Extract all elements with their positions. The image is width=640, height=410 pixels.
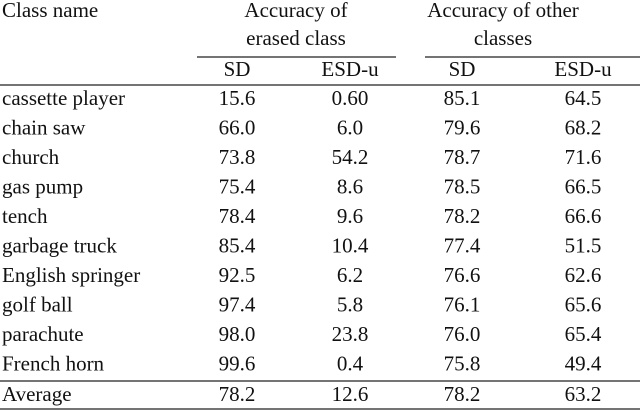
class-cell: chain saw	[2, 115, 86, 139]
value-cell: 85.4	[219, 233, 256, 257]
value-cell: 66.6	[565, 204, 602, 228]
value-cell: 78.5	[444, 174, 481, 198]
column-header: ESD-u	[554, 57, 612, 81]
value-cell: 54.2	[332, 145, 369, 169]
value-cell: 77.4	[444, 233, 481, 257]
class-cell: tench	[2, 204, 48, 228]
group-header: Accuracy of other	[427, 0, 579, 22]
value-cell: 0.4	[337, 351, 364, 375]
column-header: SD	[224, 57, 251, 81]
group-header: erased class	[246, 26, 346, 50]
group-header: classes	[474, 26, 532, 50]
value-cell: 8.6	[337, 174, 363, 198]
value-cell: 9.6	[337, 204, 363, 228]
value-cell: 12.6	[332, 382, 369, 406]
value-cell: 62.6	[565, 263, 602, 287]
value-cell: 76.0	[444, 322, 481, 346]
value-cell: 71.6	[565, 145, 602, 169]
value-cell: 79.6	[444, 115, 481, 139]
group-header: Accuracy of	[244, 0, 347, 22]
value-cell: 66.5	[565, 174, 602, 198]
class-cell: English springer	[2, 263, 140, 287]
value-cell: 6.0	[337, 115, 363, 139]
value-cell: 66.0	[219, 115, 256, 139]
class-cell: parachute	[2, 322, 84, 346]
value-cell: 64.5	[565, 86, 602, 110]
value-cell: 78.2	[444, 204, 481, 228]
value-cell: 76.6	[444, 263, 481, 287]
value-cell: 78.2	[444, 382, 481, 406]
value-cell: 65.4	[565, 322, 602, 346]
value-cell: 98.0	[219, 322, 256, 346]
value-cell: 85.1	[444, 86, 481, 110]
value-cell: 92.5	[219, 263, 256, 287]
value-cell: 10.4	[332, 233, 369, 257]
value-cell: 76.1	[444, 292, 481, 316]
value-cell: 0.60	[332, 86, 369, 110]
value-cell: 51.5	[565, 233, 602, 257]
class-cell: gas pump	[2, 174, 83, 198]
value-cell: 99.6	[219, 351, 256, 375]
class-cell: garbage truck	[2, 233, 117, 257]
value-cell: 5.8	[337, 292, 363, 316]
value-cell: 78.4	[219, 204, 256, 228]
value-cell: 68.2	[565, 115, 602, 139]
value-cell: 49.4	[565, 351, 602, 375]
value-cell: 65.6	[565, 292, 602, 316]
column-header: SD	[449, 57, 476, 81]
value-cell: 23.8	[332, 322, 369, 346]
class-cell: church	[2, 145, 60, 169]
value-cell: 6.2	[337, 263, 363, 287]
column-header: ESD-u	[321, 57, 379, 81]
class-cell: French horn	[2, 351, 105, 375]
value-cell: 97.4	[219, 292, 256, 316]
value-cell: 63.2	[565, 382, 602, 406]
value-cell: 78.7	[444, 145, 481, 169]
class-cell: golf ball	[2, 292, 73, 316]
value-cell: 78.2	[219, 382, 256, 406]
value-cell: 75.4	[219, 174, 256, 198]
value-cell: 75.8	[444, 351, 481, 375]
class-cell: Average	[2, 382, 72, 406]
class-cell: cassette player	[2, 86, 125, 110]
header-class-name: Class name	[2, 0, 98, 22]
value-cell: 73.8	[219, 145, 256, 169]
value-cell: 15.6	[219, 86, 256, 110]
